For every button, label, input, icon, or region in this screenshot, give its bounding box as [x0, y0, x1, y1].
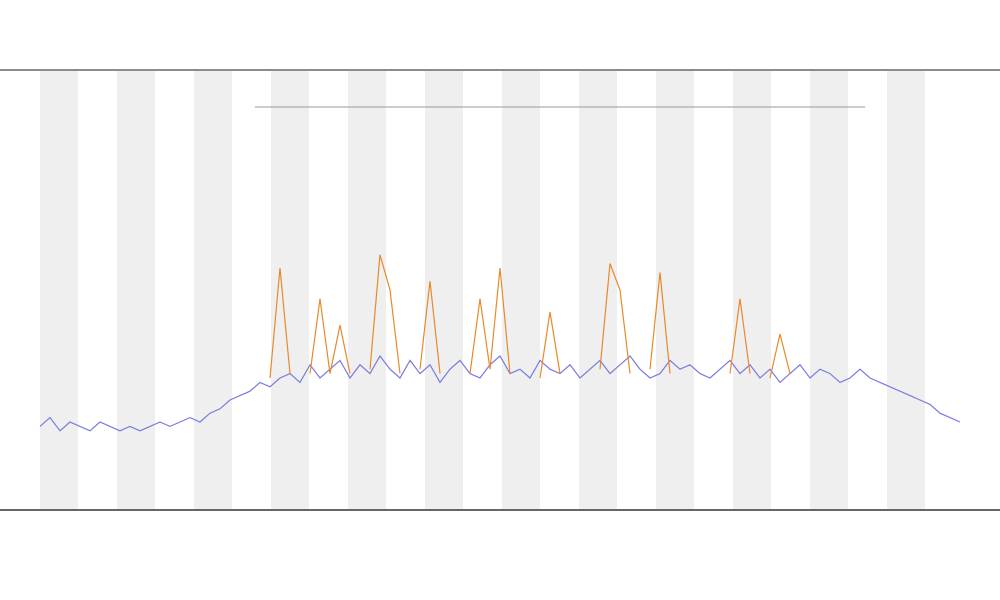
- band: [502, 71, 540, 509]
- series-line: [369, 254, 401, 374]
- series-line: [729, 298, 751, 374]
- band: [810, 71, 848, 509]
- series-line: [599, 263, 631, 374]
- series-line: [469, 267, 511, 374]
- series-line: [649, 272, 671, 374]
- band: [271, 71, 309, 509]
- series-line: [539, 311, 561, 379]
- band: [733, 71, 771, 509]
- band: [40, 71, 78, 509]
- series-line: [269, 267, 291, 379]
- series-line: [309, 298, 351, 374]
- series-line: [769, 333, 791, 379]
- band: [117, 71, 155, 509]
- background-bands: [40, 71, 925, 509]
- band: [348, 71, 386, 509]
- series-line: [39, 354, 961, 432]
- band: [194, 71, 232, 509]
- series-line: [419, 281, 441, 374]
- band: [579, 71, 617, 509]
- band: [887, 71, 925, 509]
